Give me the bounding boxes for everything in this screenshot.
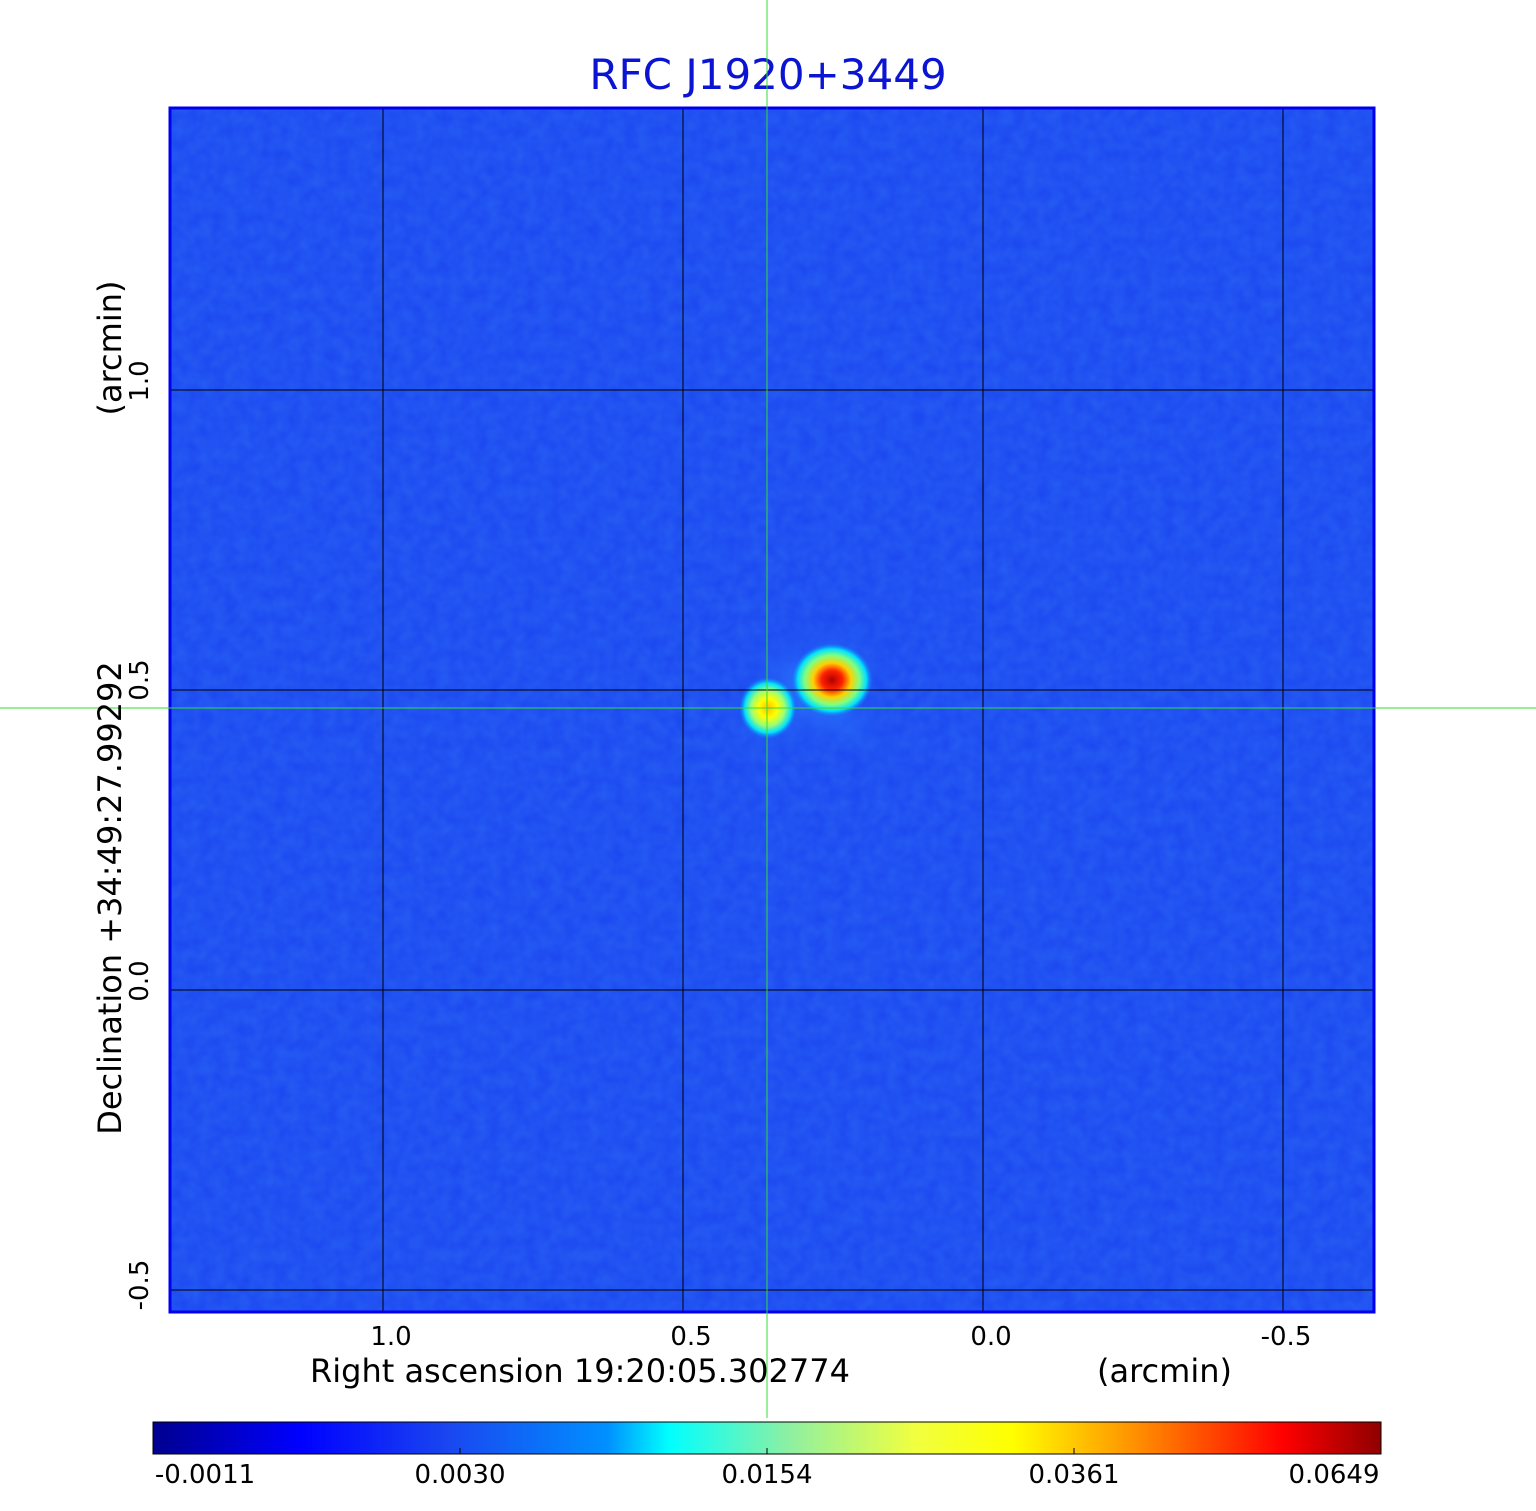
y-axis-unit: (arcmin) <box>91 280 129 416</box>
x-axis-label: Right ascension 19:20:05.302774 <box>310 1352 850 1390</box>
coordinate-grid <box>170 108 1374 1312</box>
x-tick-label: 0.0 <box>970 1322 1012 1352</box>
y-tick-label: -0.5 <box>125 1259 155 1311</box>
image-title: RFC J1920+3449 <box>589 50 947 99</box>
image-frame <box>168 106 1376 1314</box>
colorbar-tick-label: 0.0361 <box>1028 1460 1120 1490</box>
crosshair <box>0 0 1536 1418</box>
y-tick-label: 1.0 <box>125 360 155 402</box>
colorbar-tick-label: 0.0649 <box>1288 1460 1380 1490</box>
colorbar-tick-label: 0.0154 <box>721 1460 813 1490</box>
y-axis-label: Declination +34:49:27.99292 <box>91 661 129 1135</box>
y-tick-label: 0.0 <box>125 960 155 1002</box>
colorbar-tick-label: -0.0011 <box>154 1460 256 1490</box>
y-tick-label: 0.5 <box>125 659 155 701</box>
x-tick-label: 1.0 <box>370 1322 412 1352</box>
x-axis-unit: (arcmin) <box>1097 1352 1232 1390</box>
colorbar-ticks <box>459 1448 1075 1454</box>
x-tick-label: 0.5 <box>670 1322 712 1352</box>
x-tick-label: -0.5 <box>1260 1322 1312 1352</box>
colorbar-tick-label: 0.0030 <box>414 1460 506 1490</box>
primary-source <box>790 642 874 718</box>
